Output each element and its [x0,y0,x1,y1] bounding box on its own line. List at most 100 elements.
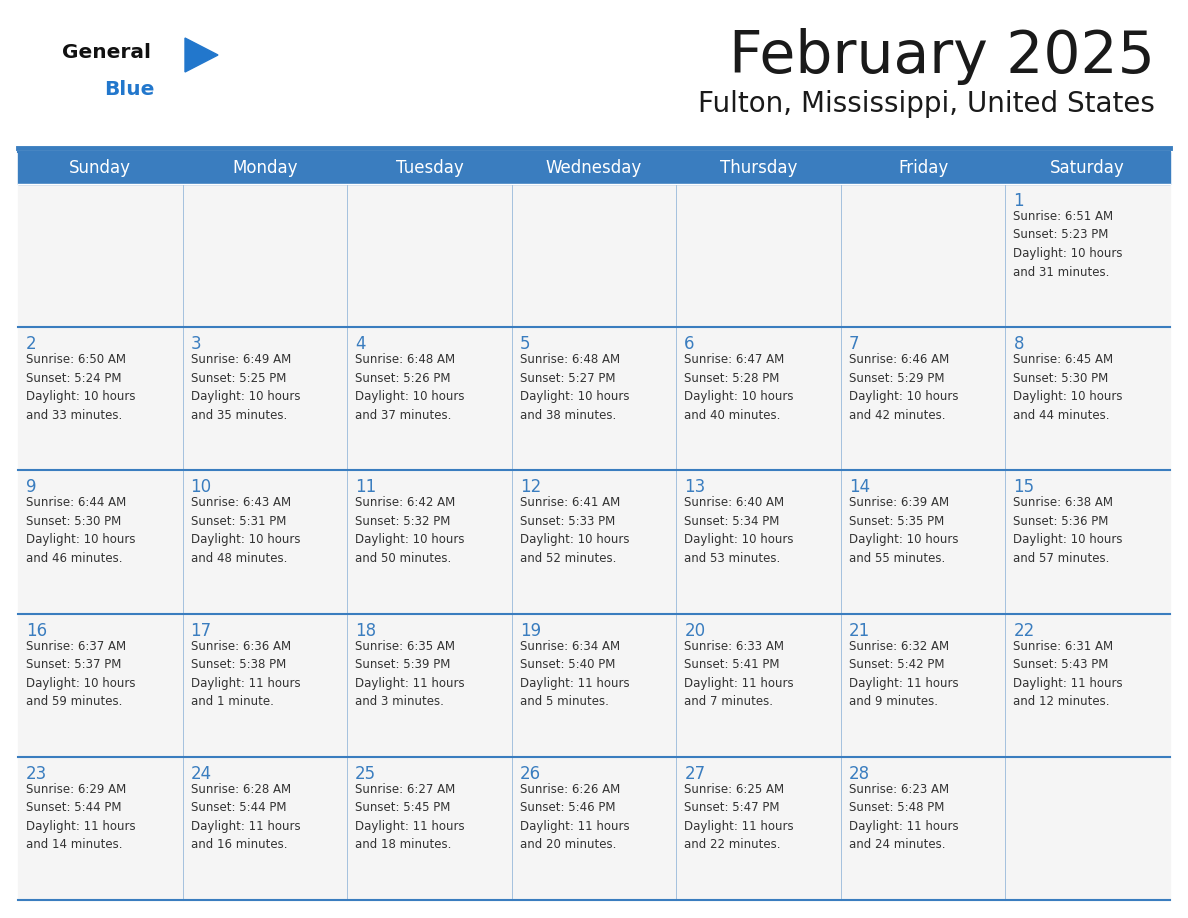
Text: Sunrise: 6:25 AM
Sunset: 5:47 PM
Daylight: 11 hours
and 22 minutes.: Sunrise: 6:25 AM Sunset: 5:47 PM Dayligh… [684,783,794,851]
Bar [347,470,512,613]
Bar [18,470,183,613]
Text: Sunrise: 6:36 AM
Sunset: 5:38 PM
Daylight: 11 hours
and 1 minute.: Sunrise: 6:36 AM Sunset: 5:38 PM Dayligh… [190,640,301,708]
Bar [183,756,347,900]
Text: 24: 24 [190,765,211,783]
Text: Sunrise: 6:35 AM
Sunset: 5:39 PM
Daylight: 11 hours
and 3 minutes.: Sunrise: 6:35 AM Sunset: 5:39 PM Dayligh… [355,640,465,708]
Bar [18,184,183,327]
Text: Sunrise: 6:48 AM
Sunset: 5:27 PM
Daylight: 10 hours
and 38 minutes.: Sunrise: 6:48 AM Sunset: 5:27 PM Dayligh… [519,353,630,421]
Text: 18: 18 [355,621,377,640]
Text: Sunrise: 6:40 AM
Sunset: 5:34 PM
Daylight: 10 hours
and 53 minutes.: Sunrise: 6:40 AM Sunset: 5:34 PM Dayligh… [684,497,794,565]
Bar [1005,470,1170,613]
Bar [512,756,676,900]
Text: Sunrise: 6:42 AM
Sunset: 5:32 PM
Daylight: 10 hours
and 50 minutes.: Sunrise: 6:42 AM Sunset: 5:32 PM Dayligh… [355,497,465,565]
Text: 21: 21 [849,621,870,640]
Text: Wednesday: Wednesday [545,159,643,177]
Text: 19: 19 [519,621,541,640]
Text: Sunrise: 6:51 AM
Sunset: 5:23 PM
Daylight: 10 hours
and 31 minutes.: Sunrise: 6:51 AM Sunset: 5:23 PM Dayligh… [1013,210,1123,278]
Text: 12: 12 [519,478,541,497]
Text: 13: 13 [684,478,706,497]
Bar [841,327,1005,470]
Polygon shape [185,38,219,72]
Bar [512,327,676,470]
Bar [676,470,841,613]
Text: Sunrise: 6:48 AM
Sunset: 5:26 PM
Daylight: 10 hours
and 37 minutes.: Sunrise: 6:48 AM Sunset: 5:26 PM Dayligh… [355,353,465,421]
Bar [1005,613,1170,756]
Text: Fulton, Mississippi, United States: Fulton, Mississippi, United States [699,90,1155,118]
Text: 23: 23 [26,765,48,783]
Bar [1005,327,1170,470]
Bar [512,184,676,327]
Bar [347,327,512,470]
Text: Monday: Monday [232,159,298,177]
Text: 22: 22 [1013,621,1035,640]
Bar [18,327,183,470]
Bar [347,184,512,327]
Text: Sunrise: 6:28 AM
Sunset: 5:44 PM
Daylight: 11 hours
and 16 minutes.: Sunrise: 6:28 AM Sunset: 5:44 PM Dayligh… [190,783,301,851]
Text: Sunrise: 6:37 AM
Sunset: 5:37 PM
Daylight: 10 hours
and 59 minutes.: Sunrise: 6:37 AM Sunset: 5:37 PM Dayligh… [26,640,135,708]
Text: 2: 2 [26,335,37,353]
Text: 14: 14 [849,478,870,497]
Bar [183,327,347,470]
Text: 11: 11 [355,478,377,497]
Text: Sunrise: 6:50 AM
Sunset: 5:24 PM
Daylight: 10 hours
and 33 minutes.: Sunrise: 6:50 AM Sunset: 5:24 PM Dayligh… [26,353,135,421]
Bar [676,756,841,900]
Bar [18,613,183,756]
Text: Friday: Friday [898,159,948,177]
Text: Sunrise: 6:29 AM
Sunset: 5:44 PM
Daylight: 11 hours
and 14 minutes.: Sunrise: 6:29 AM Sunset: 5:44 PM Dayligh… [26,783,135,851]
Text: Sunrise: 6:44 AM
Sunset: 5:30 PM
Daylight: 10 hours
and 46 minutes.: Sunrise: 6:44 AM Sunset: 5:30 PM Dayligh… [26,497,135,565]
Text: Sunrise: 6:39 AM
Sunset: 5:35 PM
Daylight: 10 hours
and 55 minutes.: Sunrise: 6:39 AM Sunset: 5:35 PM Dayligh… [849,497,959,565]
Text: 27: 27 [684,765,706,783]
Bar [841,613,1005,756]
Text: Sunrise: 6:34 AM
Sunset: 5:40 PM
Daylight: 11 hours
and 5 minutes.: Sunrise: 6:34 AM Sunset: 5:40 PM Dayligh… [519,640,630,708]
Text: Sunrise: 6:47 AM
Sunset: 5:28 PM
Daylight: 10 hours
and 40 minutes.: Sunrise: 6:47 AM Sunset: 5:28 PM Dayligh… [684,353,794,421]
Text: Sunrise: 6:23 AM
Sunset: 5:48 PM
Daylight: 11 hours
and 24 minutes.: Sunrise: 6:23 AM Sunset: 5:48 PM Dayligh… [849,783,959,851]
Text: Sunrise: 6:38 AM
Sunset: 5:36 PM
Daylight: 10 hours
and 57 minutes.: Sunrise: 6:38 AM Sunset: 5:36 PM Dayligh… [1013,497,1123,565]
Text: 3: 3 [190,335,201,353]
Text: Sunday: Sunday [69,159,132,177]
Bar [841,470,1005,613]
Text: Sunrise: 6:49 AM
Sunset: 5:25 PM
Daylight: 10 hours
and 35 minutes.: Sunrise: 6:49 AM Sunset: 5:25 PM Dayligh… [190,353,301,421]
Text: 20: 20 [684,621,706,640]
Text: Sunrise: 6:33 AM
Sunset: 5:41 PM
Daylight: 11 hours
and 7 minutes.: Sunrise: 6:33 AM Sunset: 5:41 PM Dayligh… [684,640,794,708]
Text: 16: 16 [26,621,48,640]
Bar [347,756,512,900]
Text: 25: 25 [355,765,377,783]
Text: Sunrise: 6:27 AM
Sunset: 5:45 PM
Daylight: 11 hours
and 18 minutes.: Sunrise: 6:27 AM Sunset: 5:45 PM Dayligh… [355,783,465,851]
Bar [676,184,841,327]
Text: 1: 1 [1013,192,1024,210]
Text: 10: 10 [190,478,211,497]
Bar [841,184,1005,327]
Bar [676,327,841,470]
Bar [512,613,676,756]
Text: 7: 7 [849,335,859,353]
Bar [183,470,347,613]
Bar [841,756,1005,900]
Text: 15: 15 [1013,478,1035,497]
Text: February 2025: February 2025 [729,28,1155,85]
Bar [18,152,1170,184]
Text: Sunrise: 6:46 AM
Sunset: 5:29 PM
Daylight: 10 hours
and 42 minutes.: Sunrise: 6:46 AM Sunset: 5:29 PM Dayligh… [849,353,959,421]
Text: Blue: Blue [105,80,154,99]
Bar [347,613,512,756]
Bar [676,613,841,756]
Text: Sunrise: 6:32 AM
Sunset: 5:42 PM
Daylight: 11 hours
and 9 minutes.: Sunrise: 6:32 AM Sunset: 5:42 PM Dayligh… [849,640,959,708]
Bar [183,613,347,756]
Text: 9: 9 [26,478,37,497]
Bar [18,756,183,900]
Text: Sunrise: 6:41 AM
Sunset: 5:33 PM
Daylight: 10 hours
and 52 minutes.: Sunrise: 6:41 AM Sunset: 5:33 PM Dayligh… [519,497,630,565]
Text: 28: 28 [849,765,870,783]
Bar [1005,184,1170,327]
Text: 5: 5 [519,335,530,353]
Text: 26: 26 [519,765,541,783]
Text: 17: 17 [190,621,211,640]
Text: Tuesday: Tuesday [396,159,463,177]
Text: Sunrise: 6:31 AM
Sunset: 5:43 PM
Daylight: 11 hours
and 12 minutes.: Sunrise: 6:31 AM Sunset: 5:43 PM Dayligh… [1013,640,1123,708]
Text: Sunrise: 6:26 AM
Sunset: 5:46 PM
Daylight: 11 hours
and 20 minutes.: Sunrise: 6:26 AM Sunset: 5:46 PM Dayligh… [519,783,630,851]
Text: Saturday: Saturday [1050,159,1125,177]
Text: Sunrise: 6:43 AM
Sunset: 5:31 PM
Daylight: 10 hours
and 48 minutes.: Sunrise: 6:43 AM Sunset: 5:31 PM Dayligh… [190,497,301,565]
Text: Sunrise: 6:45 AM
Sunset: 5:30 PM
Daylight: 10 hours
and 44 minutes.: Sunrise: 6:45 AM Sunset: 5:30 PM Dayligh… [1013,353,1123,421]
Bar [512,470,676,613]
Bar [1005,756,1170,900]
Text: 4: 4 [355,335,366,353]
Text: 6: 6 [684,335,695,353]
